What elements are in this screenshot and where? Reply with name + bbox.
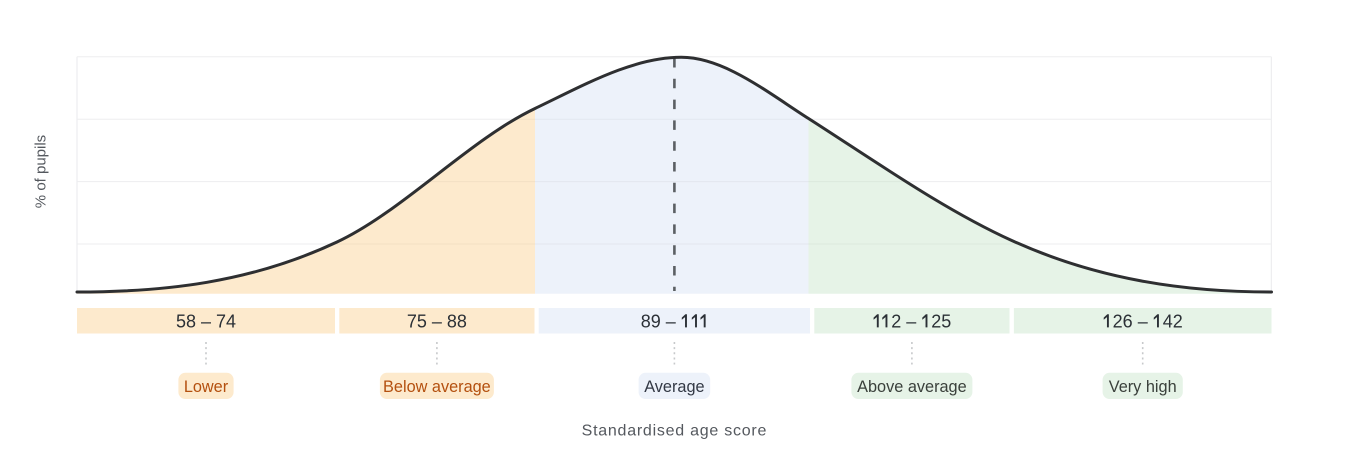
svg-text:58 – 74: 58 – 74 — [176, 311, 236, 331]
svg-text:% of pupils: % of pupils — [33, 135, 50, 208]
svg-text:Below average: Below average — [383, 378, 491, 396]
svg-text:Above average: Above average — [857, 378, 967, 396]
svg-text:112 – 125: 112 – 125 — [873, 311, 952, 331]
svg-text:Lower: Lower — [184, 378, 229, 396]
svg-text:126 – 142: 126 – 142 — [1103, 311, 1183, 331]
svg-text:75 – 88: 75 – 88 — [407, 311, 467, 331]
svg-text:Standardised age score: Standardised age score — [582, 422, 768, 439]
svg-text:Very high: Very high — [1109, 378, 1177, 396]
svg-text:Average: Average — [644, 378, 704, 396]
